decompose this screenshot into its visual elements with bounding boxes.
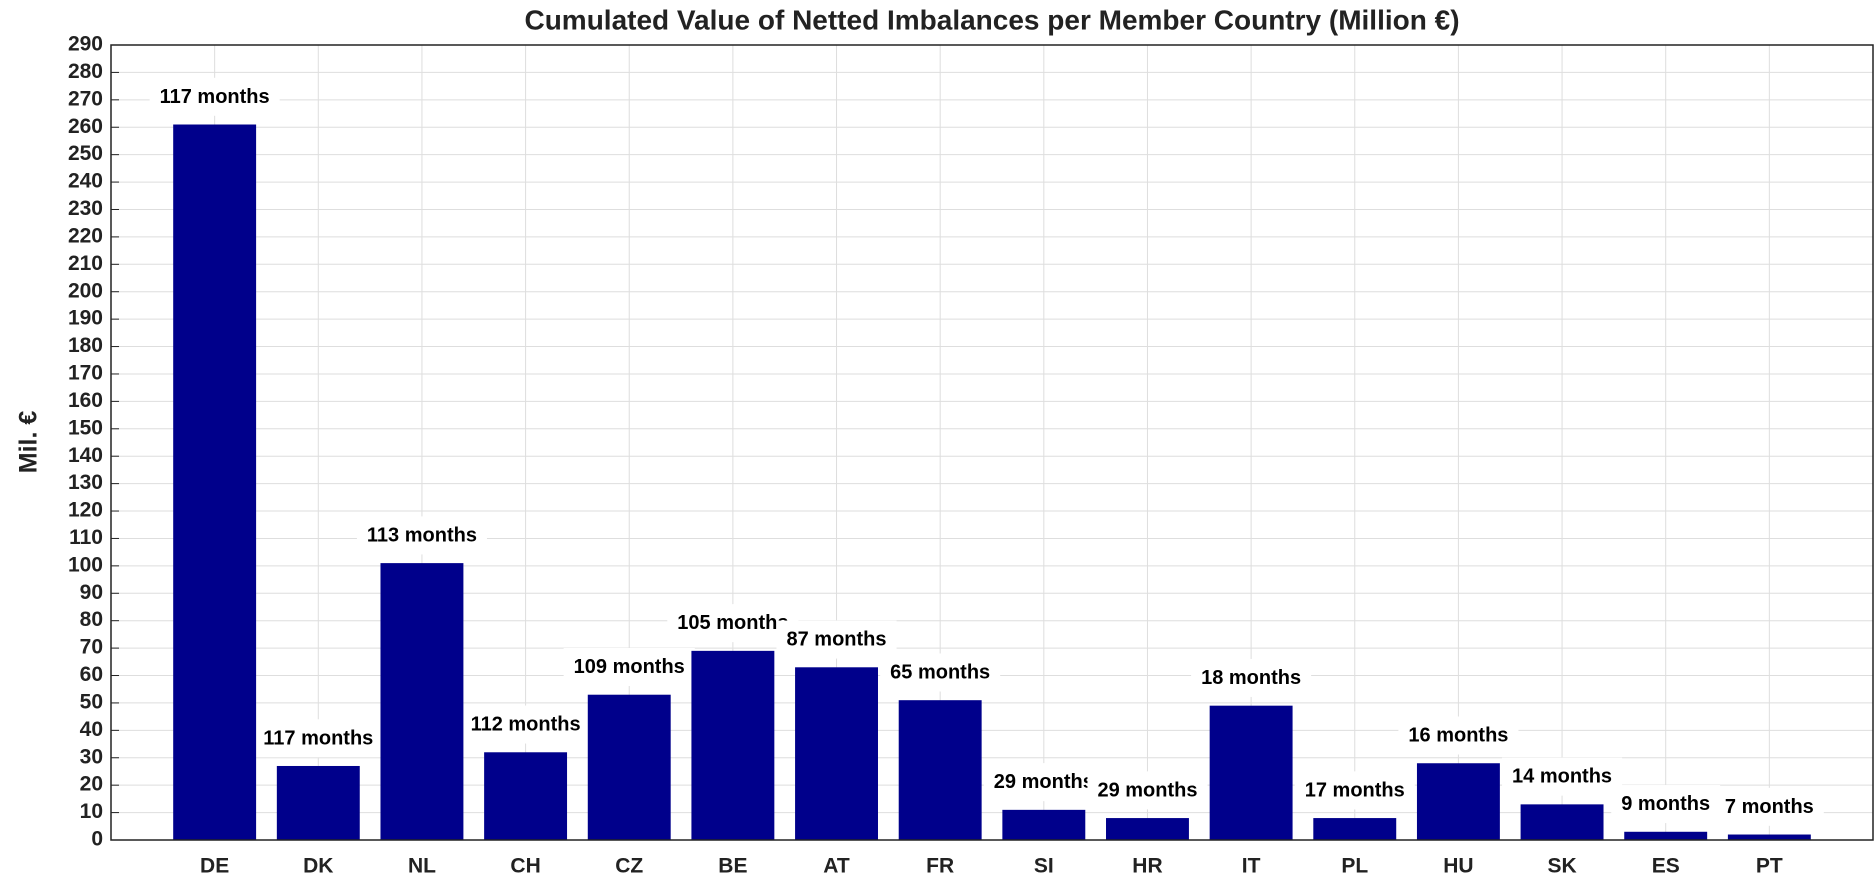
annotation-box — [1191, 658, 1312, 697]
y-tick-label: 210 — [68, 252, 103, 275]
y-tick-label: 280 — [68, 60, 103, 83]
bar — [898, 700, 982, 840]
y-tick-label: 10 — [80, 800, 103, 823]
x-tick-label: AT — [823, 855, 850, 878]
y-tick-label: 110 — [69, 526, 103, 549]
annotation: 17 months — [1305, 779, 1405, 801]
bar — [380, 563, 464, 840]
annotation: 113 months — [367, 524, 477, 546]
y-tick-label: 70 — [80, 636, 103, 659]
annotation: 117 months — [160, 86, 270, 108]
y-tick-label: 160 — [68, 389, 103, 412]
annotation-box — [460, 705, 591, 744]
annotation: 65 months — [890, 661, 990, 683]
y-tick-label: 30 — [80, 745, 103, 768]
x-tick-label: IT — [1242, 855, 1261, 878]
x-tick-label: SI — [1034, 855, 1054, 878]
bar — [1106, 818, 1189, 840]
y-tick-label: 100 — [68, 553, 103, 576]
annotation: 9 months — [1621, 793, 1710, 815]
x-tick-label: PT — [1756, 855, 1783, 878]
annotation-box — [356, 516, 487, 555]
y-tick-label: 140 — [68, 444, 103, 467]
bar — [691, 650, 775, 840]
x-tick-label: BE — [718, 855, 747, 878]
annotation: 18 months — [1201, 667, 1301, 689]
annotation: 112 months — [471, 714, 581, 736]
y-tick-label: 190 — [68, 307, 103, 330]
annotation-box — [983, 763, 1104, 802]
chart-title: Cumulated Value of Netted Imbalances per… — [524, 4, 1459, 35]
y-tick-label: 130 — [68, 471, 103, 494]
annotation-box — [1714, 787, 1824, 826]
y-tick-label: 0 — [91, 828, 103, 851]
bar — [1209, 705, 1293, 840]
x-tick-label: ES — [1652, 855, 1680, 878]
annotation: 105 months — [677, 612, 788, 634]
annotation-box — [563, 647, 695, 686]
annotation-box — [253, 719, 384, 758]
annotation: 117 months — [263, 727, 373, 749]
bar — [1416, 763, 1500, 840]
y-tick-label: 90 — [80, 581, 103, 604]
x-tick-label: DK — [303, 855, 333, 878]
x-tick-label: HU — [1443, 855, 1473, 878]
bar — [1313, 818, 1397, 840]
y-axis-label: Mil. € — [15, 411, 43, 474]
x-tick-label: NL — [408, 855, 436, 878]
y-tick-label: 20 — [80, 773, 103, 796]
bar — [1624, 831, 1708, 840]
x-tick-label: SK — [1547, 855, 1576, 878]
bar — [484, 752, 568, 840]
x-tick-label: CH — [510, 855, 540, 878]
bar — [795, 667, 878, 840]
x-tick-label: DE — [200, 855, 229, 878]
annotation: 7 months — [1725, 796, 1814, 818]
x-tick-label: PL — [1341, 855, 1368, 878]
x-tick-label: FR — [926, 855, 954, 878]
y-tick-label: 200 — [68, 279, 103, 302]
y-tick-label: 120 — [68, 499, 103, 522]
annotation: 14 months — [1512, 766, 1612, 788]
y-tick-label: 250 — [68, 142, 103, 165]
y-tick-label: 180 — [68, 334, 103, 357]
annotation: 87 months — [787, 629, 887, 651]
bar — [587, 694, 671, 840]
x-tick-label: HR — [1132, 855, 1162, 878]
annotation-box — [149, 77, 280, 116]
plot-frame — [110, 44, 1874, 841]
y-tick-label: 290 — [68, 33, 103, 56]
y-tick-label: 50 — [80, 690, 103, 713]
y-tick-label: 220 — [68, 224, 103, 247]
y-tick-label: 150 — [68, 416, 103, 439]
annotation: 29 months — [994, 771, 1094, 793]
annotation-box — [880, 653, 1001, 692]
annotation: 29 months — [1097, 779, 1197, 801]
annotation: 16 months — [1408, 725, 1508, 747]
annotation-box — [776, 620, 897, 659]
y-tick-label: 60 — [80, 663, 103, 686]
bar — [173, 124, 257, 840]
bar — [1002, 809, 1086, 840]
y-tick-label: 240 — [68, 170, 103, 193]
y-tick-label: 230 — [68, 197, 103, 220]
annotation-box — [1087, 771, 1208, 810]
annotation-box — [1502, 757, 1623, 796]
bar — [1727, 834, 1811, 840]
y-tick-label: 270 — [68, 87, 103, 110]
y-tick-label: 80 — [80, 608, 103, 631]
bar — [1520, 804, 1604, 840]
y-tick-label: 40 — [80, 718, 103, 741]
y-tick-label: 170 — [68, 362, 103, 385]
annotation: 109 months — [574, 656, 685, 678]
bar — [276, 765, 360, 840]
x-tick-label: CZ — [615, 855, 643, 878]
y-tick-label: 260 — [68, 115, 103, 138]
annotation-box — [1611, 785, 1721, 824]
annotation-box — [1398, 716, 1519, 755]
annotation-box — [1294, 771, 1415, 810]
